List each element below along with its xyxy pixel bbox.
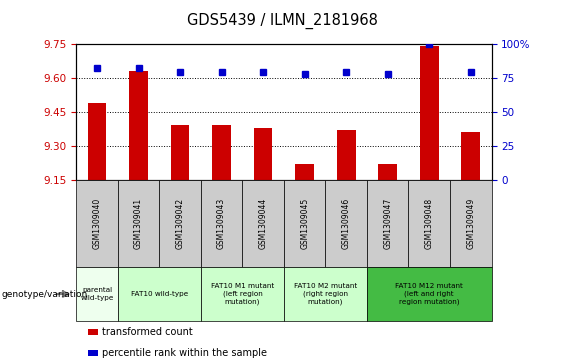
Text: GSM1309041: GSM1309041 xyxy=(134,198,143,249)
Bar xyxy=(379,164,397,180)
Bar xyxy=(420,46,438,180)
Text: GSM1309045: GSM1309045 xyxy=(300,197,309,249)
Bar xyxy=(129,71,148,180)
Text: transformed count: transformed count xyxy=(102,327,193,337)
Text: GSM1309046: GSM1309046 xyxy=(342,197,351,249)
Text: FAT10 M12 mutant
(left and right
region mutation): FAT10 M12 mutant (left and right region … xyxy=(396,283,463,305)
Text: GSM1309043: GSM1309043 xyxy=(217,197,226,249)
Bar xyxy=(212,125,231,180)
Text: FAT10 M2 mutant
(right region
mutation): FAT10 M2 mutant (right region mutation) xyxy=(294,283,357,305)
Text: GSM1309049: GSM1309049 xyxy=(466,197,475,249)
Text: parental
wild-type: parental wild-type xyxy=(80,287,114,301)
Bar xyxy=(254,127,272,180)
Bar xyxy=(88,102,106,180)
Text: GSM1309048: GSM1309048 xyxy=(425,198,434,249)
Text: GSM1309047: GSM1309047 xyxy=(383,197,392,249)
Text: percentile rank within the sample: percentile rank within the sample xyxy=(102,348,267,358)
Bar xyxy=(337,130,355,180)
Text: GSM1309044: GSM1309044 xyxy=(259,197,268,249)
Text: FAT10 M1 mutant
(left region
mutation): FAT10 M1 mutant (left region mutation) xyxy=(211,283,274,305)
Text: GSM1309040: GSM1309040 xyxy=(93,197,102,249)
Text: FAT10 wild-type: FAT10 wild-type xyxy=(131,291,188,297)
Bar xyxy=(462,132,480,180)
Text: genotype/variation: genotype/variation xyxy=(1,290,88,298)
Bar xyxy=(295,164,314,180)
Text: GSM1309042: GSM1309042 xyxy=(176,198,185,249)
Bar xyxy=(171,125,189,180)
Text: GDS5439 / ILMN_2181968: GDS5439 / ILMN_2181968 xyxy=(187,13,378,29)
